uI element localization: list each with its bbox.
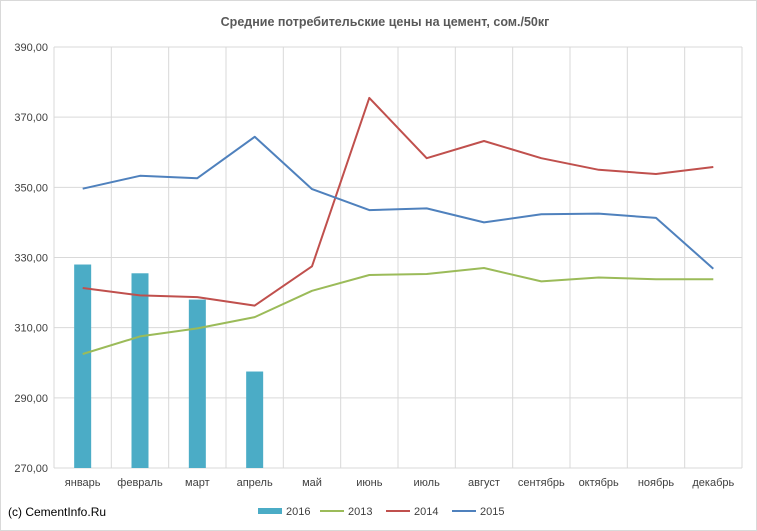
- legend-label-2013: 2013: [348, 506, 372, 518]
- y-tick-label: 330,00: [14, 253, 48, 265]
- x-tick-label: февраль: [117, 477, 163, 489]
- x-tick-label: июнь: [356, 477, 382, 489]
- legend-swatch-2016: [258, 508, 282, 514]
- y-tick-label: 310,00: [14, 323, 48, 335]
- bar-2016: [246, 371, 264, 468]
- legend-label-2016: 2016: [286, 506, 310, 518]
- legend-label-2014: 2014: [414, 506, 438, 518]
- chart-title: Средние потребительские цены на цемент, …: [221, 15, 550, 29]
- line-series: [82, 96, 714, 355]
- bar-2016: [188, 299, 206, 468]
- x-tick-label: декабрь: [692, 477, 734, 489]
- legend-label-2015: 2015: [480, 506, 504, 518]
- y-tick-label: 370,00: [14, 112, 48, 124]
- x-tick-label: июль: [414, 477, 441, 489]
- y-tick-label: 290,00: [14, 393, 48, 405]
- x-tick-label: август: [468, 477, 500, 489]
- axes: 270,00 290,00 310,00 330,00 350,00 370,00 390,…: [14, 42, 734, 489]
- line-2013: [82, 267, 714, 355]
- x-tick-label: ноябрь: [638, 477, 675, 489]
- y-tick-label: 390,00: [14, 42, 48, 54]
- x-tick-label: январь: [65, 477, 101, 489]
- x-tick-label: апрель: [237, 477, 273, 489]
- line-2015: [82, 135, 714, 270]
- y-tick-label: 350,00: [14, 182, 48, 194]
- grid: [53, 46, 743, 469]
- y-tick-label: 270,00: [14, 463, 48, 475]
- x-tick-label: октябрь: [579, 477, 619, 489]
- x-tick-label: март: [185, 477, 210, 489]
- source-credit: (с) CementInfo.Ru: [8, 505, 106, 519]
- bar-series: [74, 264, 264, 468]
- line-2014: [82, 96, 714, 307]
- bar-2016: [131, 273, 149, 468]
- legend: 2016 2013 2014 2015: [258, 506, 504, 518]
- x-tick-label: сентябрь: [518, 477, 565, 489]
- bar-2016: [74, 264, 92, 468]
- x-tick-label: май: [302, 477, 322, 489]
